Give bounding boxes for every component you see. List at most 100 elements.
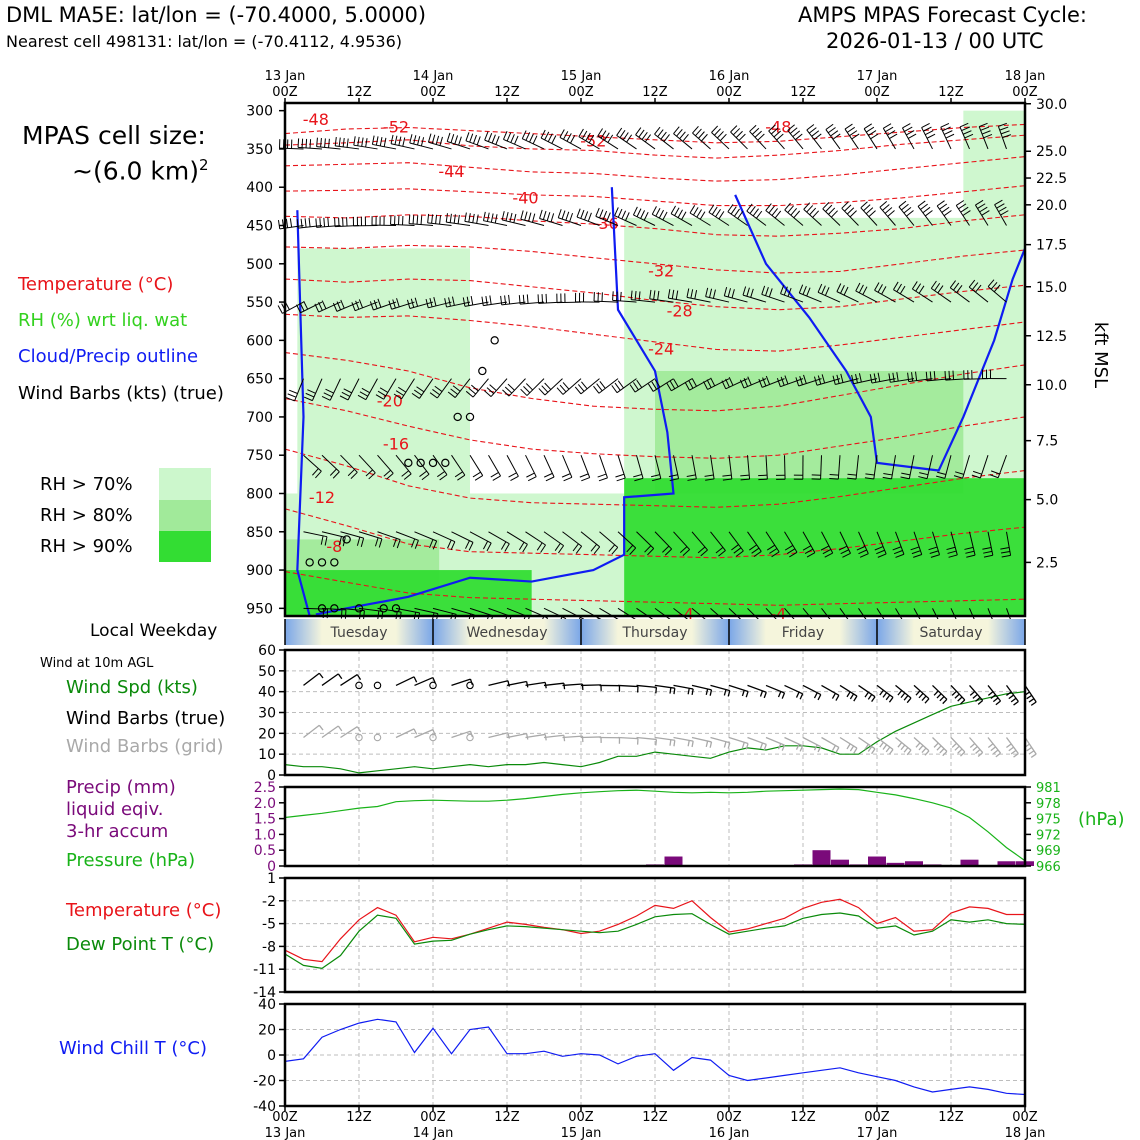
wind-barb [838, 531, 851, 558]
wind-barb-feather [784, 375, 789, 385]
bottom-hour-label: 00Z [568, 1110, 594, 1125]
wind-barb [488, 531, 510, 552]
wind-barb-feather [958, 203, 967, 210]
wind-barb-feather [766, 544, 776, 551]
wind-barb-feather [616, 477, 626, 482]
wind-barb-feather [753, 551, 762, 558]
wind-barb-feather [324, 138, 326, 148]
wind-barb-feather [762, 377, 767, 387]
pressure-tick-label: 969 [1036, 844, 1061, 859]
wind-barb [747, 531, 762, 558]
wind-barb-feather [508, 294, 511, 304]
wind-barb-feather [550, 213, 555, 223]
wind-barb-feather [542, 210, 547, 220]
wind-barb-feather [634, 290, 637, 301]
wind-barb-feather [398, 386, 407, 393]
wind-barb [775, 455, 786, 480]
wind-barb-feather [964, 546, 974, 550]
wind-barb-feather [487, 133, 493, 142]
wind-barb-feather [439, 474, 448, 481]
altitude-tick-label: 30.0 [1036, 97, 1067, 113]
wind-barb-feather [949, 280, 956, 289]
wind-barb-feather [858, 373, 862, 383]
wind-barb [978, 122, 993, 150]
wind-barb [576, 208, 600, 226]
wind-barb [593, 378, 619, 394]
wind-barb [651, 206, 674, 226]
wind-barb-feather [390, 134, 394, 144]
wind-barb-feather [356, 536, 361, 546]
wind-barb-feather [308, 217, 311, 227]
wind-barb [445, 213, 471, 227]
surface-barb-grid-feather [1028, 750, 1035, 755]
wind-barb-feather [761, 285, 766, 295]
wind-barb-feather [281, 219, 285, 229]
surface-barb-true-feather [777, 691, 782, 698]
wind-barb-feather [739, 379, 745, 389]
surface-barb-true-feather [563, 683, 566, 690]
wind-barb-feather [953, 282, 960, 291]
surface-barb-true-feather [1013, 700, 1019, 706]
calm-marker [317, 558, 327, 567]
wind-barb-feather [811, 130, 820, 137]
pressure-tick-label: 950 [246, 601, 273, 617]
wind-barb-feather [896, 372, 899, 382]
top-date-label: 18 Jan [1005, 69, 1046, 84]
temperature-contour-label-0: -48 [303, 110, 329, 129]
wind-barb [321, 378, 341, 401]
wind-barb-feather [375, 136, 379, 146]
wind-barb-feather [654, 126, 661, 135]
surface-barb-grid-feather [888, 749, 894, 755]
surface-barb-grid-feather [1010, 749, 1017, 755]
wind-barb-feather [822, 549, 832, 555]
surface-barb-true-feather [915, 690, 921, 696]
surface-barb-grid [802, 736, 822, 748]
wind-barb [597, 128, 619, 150]
wind-barb-feather [998, 206, 1007, 213]
wind-barb [879, 201, 896, 226]
wind-barb-feather [353, 136, 356, 146]
weekday-label-saturday: Saturday [919, 625, 982, 641]
wind-barb-feather [716, 131, 724, 139]
bottom-hour-label: 12Z [494, 1110, 520, 1125]
wind-barb-feather [884, 207, 893, 214]
wind-barb-feather [887, 130, 896, 136]
wind-barb-feather [977, 203, 986, 209]
bottom-date-label: 18 Jan [1005, 1126, 1046, 1140]
wind-barb-feather [520, 388, 528, 396]
wind-barb-feather [679, 546, 688, 554]
temperature-contour-3 [284, 185, 1026, 207]
wind-barb-staff [817, 291, 841, 303]
wind-barb-feather [902, 123, 911, 129]
wind-barb-feather [357, 136, 360, 146]
wind-barb-staff [891, 455, 896, 479]
rh-legend-70-label: RH > 70% [40, 474, 133, 495]
wind-barb [739, 376, 767, 389]
wind-barb-feather [403, 473, 412, 480]
wind-barb-feather [411, 392, 420, 399]
wind-barb-feather [798, 284, 804, 294]
surface-barb-true-feather [992, 697, 999, 703]
wind-barb-feather [904, 126, 913, 132]
wind-barb [758, 375, 785, 388]
wind-barb-feather [704, 474, 714, 477]
surface-barb-true [673, 684, 694, 690]
calm-marker [465, 412, 475, 422]
surface-barb-grid [414, 729, 434, 739]
wind-barb-feather [324, 536, 328, 546]
surface-barb-true [784, 684, 803, 695]
surface-barb-true [562, 683, 583, 687]
wind-barb [611, 378, 637, 394]
wind-barb-staff [839, 531, 851, 554]
wind-barb-feather [727, 204, 734, 213]
wind-barb-feather [758, 378, 763, 388]
wind-barb [742, 286, 767, 303]
surface-barb-grid [562, 735, 583, 739]
temperature-tick-label: -5 [262, 917, 276, 933]
surface-barb-true [321, 673, 339, 686]
wind-barb-feather [392, 299, 396, 309]
wind-barb [377, 531, 401, 549]
surface-barb-grid-feather [933, 742, 939, 748]
wind-barb-staff [580, 455, 591, 478]
wind-barb [414, 454, 430, 481]
